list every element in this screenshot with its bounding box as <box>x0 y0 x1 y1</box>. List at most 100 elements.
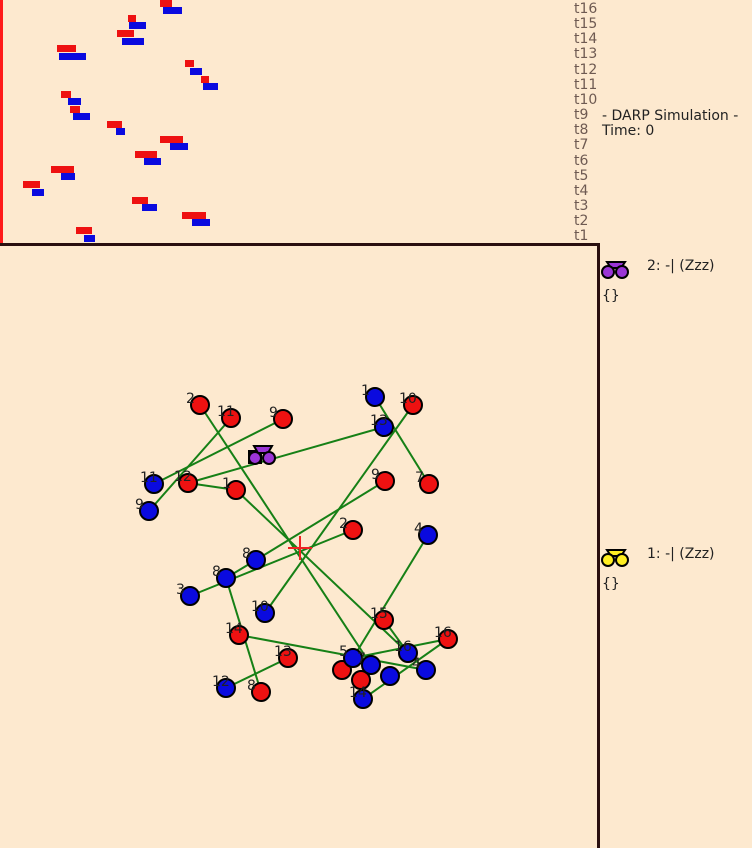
node-label: 11 <box>140 470 158 486</box>
pickup-window-bar <box>23 181 40 188</box>
dropoff-window-bar <box>84 235 95 242</box>
time-tick-t15: t15 <box>574 16 598 33</box>
time-tick-t12: t12 <box>574 61 598 78</box>
time-tick-t9: t9 <box>574 107 589 124</box>
pickup-window-bar <box>107 121 122 128</box>
node-label: 10 <box>251 599 269 615</box>
node-label: 14 <box>349 685 367 701</box>
route-edge <box>199 404 372 666</box>
dropoff-node-4[interactable]: 4 <box>412 656 436 680</box>
route-edge <box>374 396 430 485</box>
pickup-node-1[interactable]: 1 <box>222 476 246 500</box>
pickup-window-bar <box>185 60 194 67</box>
simulation-time: Time: 0 <box>602 123 655 139</box>
vehicle-2-map-icon[interactable] <box>248 445 276 465</box>
time-tick-t3: t3 <box>574 197 589 214</box>
dropoff-window-bar <box>59 53 86 60</box>
node-label: 11 <box>217 404 235 420</box>
dropoff-window-bar <box>68 98 81 105</box>
node-label: 14 <box>225 621 243 637</box>
pickup-node-8[interactable]: 8 <box>247 678 271 702</box>
dropoff-window-bar <box>122 38 144 45</box>
depot-marker <box>288 536 312 560</box>
dropoff-window-bar <box>170 143 188 150</box>
vehicle-2-load: {} <box>602 288 620 304</box>
pickup-node-15[interactable]: 15 <box>370 606 394 630</box>
time-tick-t4: t4 <box>574 182 589 199</box>
dropoff-node-16[interactable]: 16 <box>394 639 418 663</box>
pickup-node-14[interactable]: 14 <box>225 621 249 645</box>
time-tick-t16: t16 <box>574 1 598 17</box>
node-label: 13 <box>274 644 292 660</box>
pickup-node-2[interactable]: 2 <box>186 391 210 415</box>
simulation-title: - DARP Simulation - <box>602 108 739 124</box>
dropoff-node-8[interactable]: 8 <box>242 546 266 570</box>
dropoff-node-14[interactable]: 14 <box>349 685 373 709</box>
pickup-node[interactable] <box>351 670 371 690</box>
dropoff-window-bar <box>163 7 182 14</box>
node-label: 8 <box>242 546 251 562</box>
node-label: 15 <box>370 606 388 622</box>
node-label: 16 <box>394 639 412 655</box>
dropoff-node[interactable] <box>380 666 400 686</box>
node-label: 4 <box>414 521 423 537</box>
route-edge <box>352 534 429 659</box>
pickup-node-7[interactable]: 7 <box>415 470 439 494</box>
node-label: 16 <box>434 625 452 641</box>
dropoff-window-bar <box>116 128 125 135</box>
dropoff-window-bar <box>142 204 157 211</box>
route-edge <box>225 657 289 689</box>
dropoff-window-bar <box>190 68 202 75</box>
pickup-node-12[interactable]: 12 <box>174 469 198 493</box>
pickup-node-2[interactable]: 2 <box>339 516 363 540</box>
dropoff-node-3[interactable]: 3 <box>176 582 200 606</box>
node-label: 12 <box>212 674 230 690</box>
vehicle-panel-1: 1: -| (Zzz) {} <box>600 546 752 606</box>
dropoff-window-bar <box>144 158 161 165</box>
pickup-window-bar <box>201 76 209 83</box>
pickup-node-10[interactable]: 10 <box>399 391 423 415</box>
pickup-window-bar <box>182 212 206 219</box>
node-label: 8 <box>212 564 221 580</box>
dropoff-node-1[interactable]: 1 <box>361 383 385 407</box>
dropoff-node-13[interactable]: 13 <box>370 413 394 437</box>
node-label: 1 <box>361 383 370 399</box>
dropoff-window-bar <box>73 113 90 120</box>
node-label: 10 <box>399 391 417 407</box>
time-tick-t14: t14 <box>574 31 598 48</box>
pickup-window-bar <box>51 166 74 173</box>
simulation-map[interactable]: 2 11 9 1 10 13 11 12 9 1 9 7 2 8 4 3 8 10 14 15 13 16 16 12 5 7 4 8… <box>0 243 600 848</box>
pickup-window-bar <box>70 106 80 113</box>
pickup-node-11[interactable]: 11 <box>217 404 241 428</box>
pickup-node-13[interactable]: 13 <box>274 644 298 668</box>
node-label: 1 <box>222 476 231 492</box>
node-label: 9 <box>135 497 144 513</box>
pickup-node-9[interactable]: 9 <box>269 405 293 429</box>
dropoff-node-5[interactable]: 5 <box>339 644 363 668</box>
node-label: 2 <box>339 516 348 532</box>
node-label: 4 <box>412 656 421 672</box>
dropoff-node-11[interactable]: 11 <box>140 470 164 494</box>
node-label: 7 <box>415 470 424 486</box>
dropoff-node-8[interactable]: 8 <box>212 564 236 588</box>
pickup-window-bar <box>160 136 183 143</box>
dropoff-window-bar <box>61 173 75 180</box>
route-edge <box>189 529 354 597</box>
dropoff-node-12[interactable]: 12 <box>212 674 236 698</box>
pickup-window-bar <box>128 15 136 22</box>
pickup-window-bar <box>160 0 172 7</box>
request-timeline <box>0 0 600 243</box>
dropoff-window-bar <box>203 83 218 90</box>
dropoff-window-bar <box>32 189 44 196</box>
dropoff-window-bar <box>192 219 210 226</box>
vehicle-1-status: 1: -| (Zzz) <box>647 546 715 562</box>
route-edge <box>238 634 427 671</box>
pickup-node-16[interactable]: 16 <box>434 625 458 649</box>
dropoff-node-4[interactable]: 4 <box>414 521 438 545</box>
dropoff-node-10[interactable]: 10 <box>251 599 275 623</box>
node-label: 13 <box>370 413 388 429</box>
dropoff-node-9[interactable]: 9 <box>135 497 159 521</box>
dropoff-node-7[interactable]: 7 <box>357 651 381 675</box>
pickup-node-9[interactable]: 9 <box>371 467 395 491</box>
time-tick-t11: t11 <box>574 76 598 93</box>
